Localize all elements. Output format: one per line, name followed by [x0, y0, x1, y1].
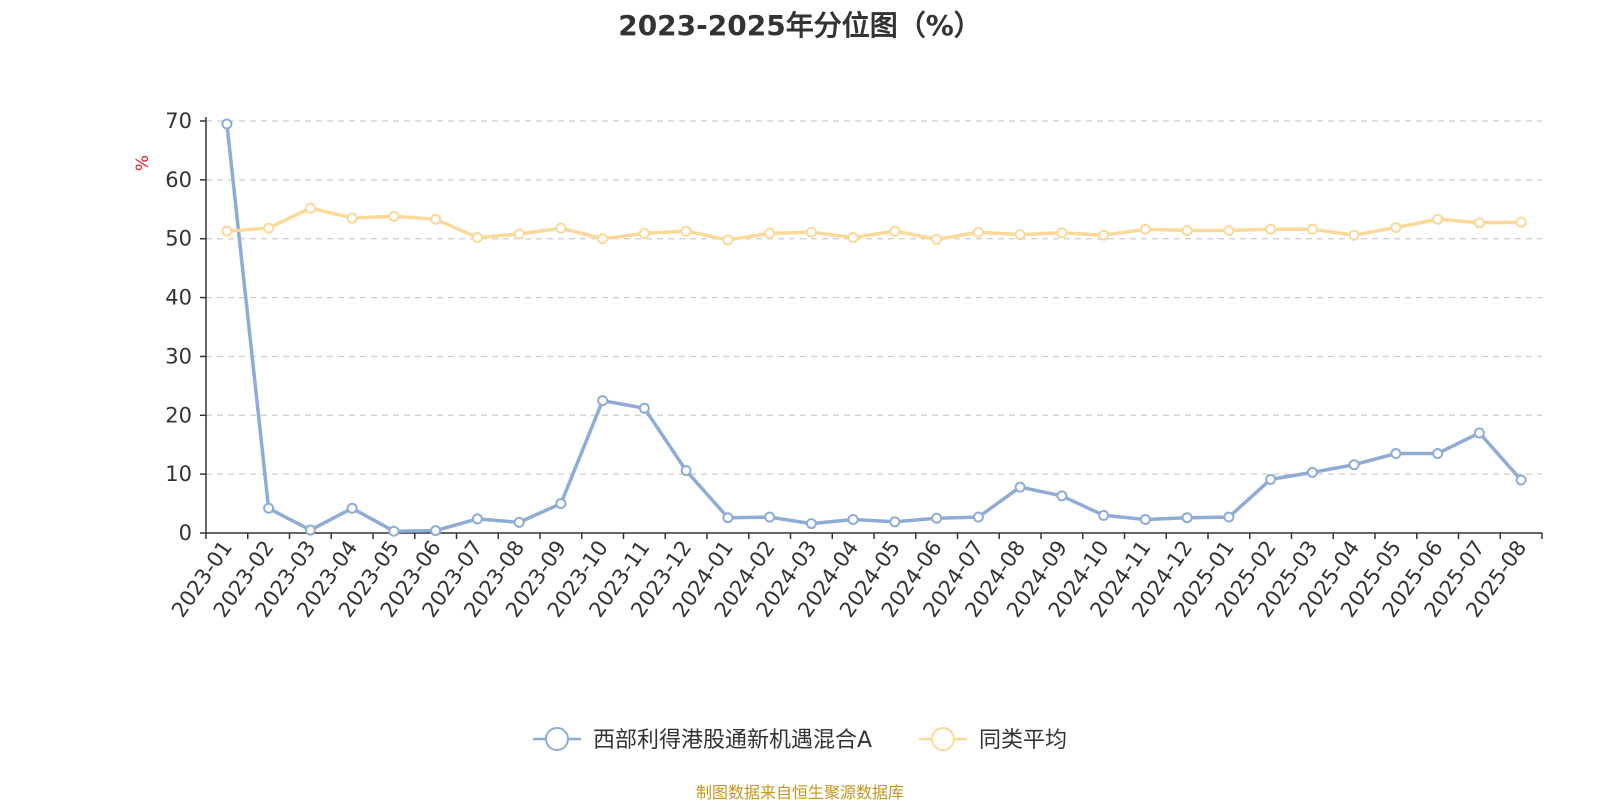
- legend-item-1[interactable]: 同类平均: [919, 727, 1067, 753]
- data-point[interactable]: [1098, 509, 1110, 521]
- y-tick-labels: 0 10 20 30 40 50 60 70: [165, 109, 192, 545]
- data-point[interactable]: [513, 228, 525, 240]
- data-point[interactable]: [346, 212, 358, 224]
- data-point[interactable]: [1265, 223, 1277, 235]
- data-point[interactable]: [388, 210, 400, 222]
- y-tick-label: 50: [165, 227, 192, 251]
- series-0: [221, 118, 1527, 537]
- data-point[interactable]: [805, 226, 817, 238]
- data-point[interactable]: [805, 518, 817, 530]
- data-point[interactable]: [430, 525, 442, 537]
- data-point[interactable]: [471, 232, 483, 244]
- data-point[interactable]: [304, 202, 316, 214]
- y-tick-label: 40: [165, 286, 192, 310]
- data-point[interactable]: [221, 225, 233, 237]
- series: [221, 118, 1527, 537]
- y-tick-label: 70: [165, 109, 192, 133]
- data-point[interactable]: [513, 516, 525, 528]
- data-point[interactable]: [1348, 229, 1360, 241]
- data-point[interactable]: [1056, 490, 1068, 502]
- data-point[interactable]: [680, 225, 692, 237]
- data-point[interactable]: [1139, 513, 1151, 525]
- legend-label: 同类平均: [979, 728, 1067, 753]
- grid-lines: [206, 120, 1542, 475]
- data-point[interactable]: [889, 225, 901, 237]
- data-point[interactable]: [1139, 223, 1151, 235]
- data-point[interactable]: [597, 395, 609, 407]
- data-point[interactable]: [1181, 224, 1193, 236]
- data-point[interactable]: [972, 511, 984, 523]
- data-point[interactable]: [346, 502, 358, 514]
- data-point[interactable]: [388, 525, 400, 537]
- data-point[interactable]: [1432, 448, 1444, 460]
- data-point[interactable]: [722, 512, 734, 524]
- data-point[interactable]: [889, 516, 901, 528]
- chart-title: 2023-2025年分位图（%）: [618, 9, 982, 42]
- series-line: [226, 206, 1522, 242]
- legend-circle-icon: [931, 727, 955, 751]
- axes: [200, 117, 1543, 539]
- data-point[interactable]: [263, 222, 275, 234]
- y-tick-label: 10: [165, 462, 192, 486]
- data-point[interactable]: [847, 232, 859, 244]
- legend[interactable]: 西部利得港股通新机遇混合A 同类平均: [533, 727, 1067, 753]
- data-point[interactable]: [1473, 427, 1485, 439]
- data-point[interactable]: [638, 402, 650, 414]
- data-point[interactable]: [597, 233, 609, 245]
- data-point[interactable]: [555, 498, 567, 510]
- data-point[interactable]: [1515, 474, 1527, 486]
- data-point[interactable]: [304, 524, 316, 536]
- data-point[interactable]: [1473, 217, 1485, 229]
- data-point[interactable]: [1181, 512, 1193, 524]
- data-point[interactable]: [764, 227, 776, 239]
- data-point[interactable]: [931, 512, 943, 524]
- series-1: [221, 202, 1527, 246]
- data-source-note: 制图数据来自恒生聚源数据库: [695, 783, 904, 802]
- data-point[interactable]: [1056, 227, 1068, 239]
- data-point[interactable]: [263, 502, 275, 514]
- data-point[interactable]: [221, 118, 233, 130]
- legend-circle-icon: [545, 727, 569, 751]
- data-point[interactable]: [1014, 229, 1026, 241]
- data-point[interactable]: [680, 465, 692, 477]
- data-point[interactable]: [1432, 213, 1444, 225]
- data-point[interactable]: [1390, 448, 1402, 460]
- x-tick-labels: 2023-012023-022023-032023-042023-052023-…: [167, 536, 1531, 622]
- legend-label: 西部利得港股通新机遇混合A: [593, 728, 872, 753]
- data-point[interactable]: [1515, 216, 1527, 228]
- data-point[interactable]: [1223, 511, 1235, 523]
- data-point[interactable]: [1306, 223, 1318, 235]
- y-tick-label: 20: [165, 403, 192, 427]
- data-point[interactable]: [1223, 224, 1235, 236]
- y-tick-label: 0: [179, 521, 192, 545]
- data-point[interactable]: [931, 233, 943, 245]
- y-tick-label: 30: [165, 344, 192, 368]
- y-tick-label: 60: [165, 168, 192, 192]
- data-point[interactable]: [1306, 466, 1318, 478]
- data-point[interactable]: [847, 513, 859, 525]
- data-point[interactable]: [972, 226, 984, 238]
- data-point[interactable]: [1014, 481, 1026, 493]
- data-point[interactable]: [430, 213, 442, 225]
- legend-item-0[interactable]: 西部利得港股通新机遇混合A: [533, 727, 872, 753]
- data-point[interactable]: [638, 227, 650, 239]
- data-point[interactable]: [471, 513, 483, 525]
- data-point[interactable]: [722, 234, 734, 246]
- series-line: [225, 123, 1523, 533]
- data-point[interactable]: [1348, 459, 1360, 471]
- data-point[interactable]: [1265, 473, 1277, 485]
- data-point[interactable]: [1098, 229, 1110, 241]
- data-point[interactable]: [1390, 222, 1402, 234]
- data-point[interactable]: [764, 511, 776, 523]
- data-point[interactable]: [555, 222, 567, 234]
- y-axis-unit-label: %: [133, 155, 153, 171]
